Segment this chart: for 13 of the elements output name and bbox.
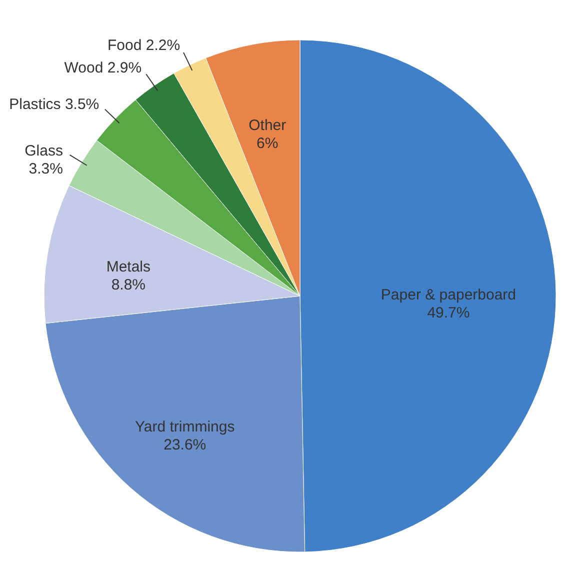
slice-label: Plastics 3.5% [9, 96, 100, 113]
slice-label: Yard trimmings [135, 418, 235, 436]
data-label: 6% [256, 135, 278, 152]
slice-label: Paper & paperboard [380, 286, 516, 304]
data-label: 23.6% [164, 436, 206, 454]
slice-label: Food 2.2% [108, 37, 180, 54]
slice-label: Other [248, 117, 286, 134]
data-label: 49.7% [427, 304, 470, 322]
slice-label: Glass [24, 142, 63, 160]
slice-label: Metals [106, 258, 151, 276]
slice-label: Wood 2.9% [64, 60, 142, 77]
data-label: 3.3% [28, 160, 63, 178]
data-label: 8.8% [111, 276, 146, 294]
